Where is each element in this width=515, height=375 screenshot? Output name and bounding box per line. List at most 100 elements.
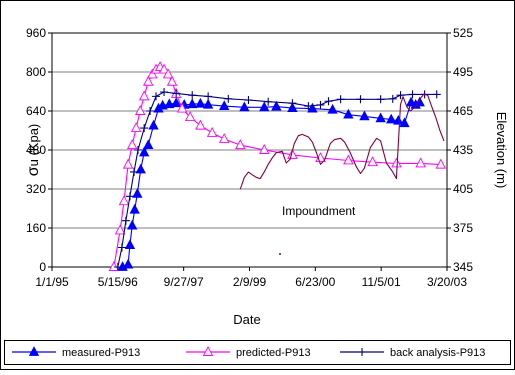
series-line-back-analysis-p913 (117, 91, 437, 268)
data-point (132, 188, 143, 198)
data-point (202, 98, 214, 109)
y-left-tick-label: 960 (26, 26, 46, 40)
data-point (218, 133, 230, 143)
x-tick-label: 5/15/96 (98, 275, 138, 289)
x-tick-label: 2/9/99 (233, 275, 267, 289)
y-right-axis-label: Elevation (m) (494, 112, 509, 189)
data-point (172, 89, 181, 98)
data-point (170, 97, 182, 108)
data-point (435, 158, 447, 169)
y-left-axis-label-rest: u (Kpa) (26, 124, 41, 167)
x-tick-label: 3/20/03 (427, 275, 467, 289)
y-left-tick-label: 0 (39, 260, 46, 274)
data-point (127, 219, 138, 230)
data-point (184, 111, 196, 122)
data-point (388, 94, 397, 103)
data-point (148, 119, 159, 130)
legend-marker (202, 346, 214, 356)
legend: measured-P913 predicted-P913 back analysis… (4, 340, 511, 365)
x-tick-label: 9/27/97 (164, 275, 204, 289)
data-point (108, 261, 120, 271)
data-point (396, 91, 405, 100)
data-point (343, 154, 354, 165)
series-line-measured-p913 (122, 101, 420, 268)
data-point (134, 105, 146, 115)
svg-text:σu (Kpa): σu (Kpa) (25, 124, 42, 177)
data-point (235, 139, 246, 150)
data-point (271, 100, 282, 111)
data-point (356, 95, 365, 104)
data-point (324, 97, 333, 106)
data-point (288, 99, 297, 108)
legend-marker (28, 346, 40, 356)
data-point (376, 95, 385, 104)
data-point (195, 119, 206, 130)
y-left-tick-label: 480 (26, 143, 46, 157)
data-point (432, 90, 441, 99)
y-right-tick-label: 405 (453, 182, 473, 196)
data-point (386, 113, 397, 124)
data-point (336, 95, 345, 104)
data-point (126, 139, 138, 150)
legend-item: measured-P913 (12, 346, 140, 359)
data-point (239, 101, 250, 112)
data-point (130, 167, 139, 176)
data-point (408, 90, 417, 99)
legend-item: predicted-P913 (186, 346, 311, 359)
data-point (118, 195, 130, 206)
data-point (287, 102, 298, 112)
data-point (307, 102, 318, 113)
data-point (176, 102, 188, 113)
data-point (259, 101, 270, 112)
data-point (327, 103, 338, 114)
y-right-tick-label: 525 (453, 26, 473, 40)
y-left-axis-title: σu (Kpa) (25, 124, 42, 177)
data-point (206, 126, 218, 137)
legend-label: back analysis-P913 (390, 347, 485, 359)
data-point (114, 224, 126, 235)
y-right-tick-label: 375 (453, 221, 473, 235)
series-back-analysis-p913 (113, 87, 441, 271)
legend-item: back analysis-P913 (340, 347, 485, 359)
series-elevation (239, 93, 445, 190)
data-point (359, 110, 370, 121)
data-point (152, 92, 161, 101)
series-measured-p913 (117, 96, 425, 271)
data-point (244, 96, 253, 105)
impoundment-annotation: Impoundment (282, 204, 356, 218)
y-left-tick-label: 640 (26, 104, 46, 118)
data-point (204, 92, 213, 101)
data-point (304, 102, 313, 111)
data-point (188, 91, 197, 100)
data-point (146, 107, 155, 115)
data-point (343, 108, 354, 119)
data-point (117, 243, 126, 252)
y-left-tick-label: 320 (26, 182, 46, 196)
data-point (160, 87, 169, 96)
data-point (113, 263, 122, 271)
data-point (129, 203, 140, 214)
data-point (121, 216, 130, 225)
data-point (124, 239, 136, 249)
x-tick-label: 6/23/00 (295, 275, 335, 289)
sigma-symbol: σ (25, 166, 42, 176)
impoundment-marker (279, 253, 281, 255)
series-line-elevation (239, 93, 445, 190)
data-point (264, 97, 273, 106)
data-point (187, 98, 198, 109)
data-point (140, 124, 149, 133)
data-point (166, 75, 178, 86)
y-right-tick-label: 465 (453, 104, 473, 118)
y-right-axis-title: Elevation (m) (494, 112, 509, 189)
data-point (158, 63, 170, 74)
data-point (162, 68, 174, 79)
data-point (133, 146, 142, 154)
data-point (125, 192, 134, 201)
y-right-tick-label: 435 (453, 143, 473, 157)
y-left-tick-label: 800 (26, 65, 46, 79)
data-point (399, 117, 410, 128)
data-point (375, 112, 386, 123)
data-point (415, 157, 426, 168)
